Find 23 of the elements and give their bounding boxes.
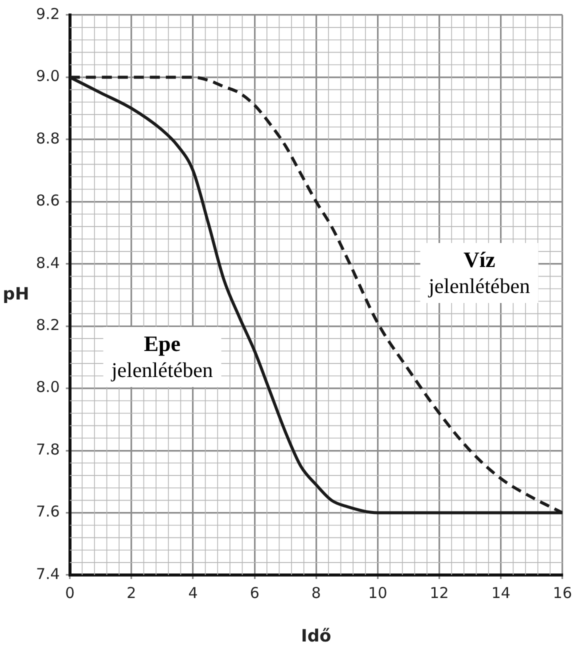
y-tick-label: 8.4 [36, 254, 60, 272]
y-tick-label: 9.2 [36, 4, 60, 23]
y-tick-label: 8.6 [36, 192, 60, 210]
x-tick-label: 16 [552, 584, 572, 602]
x-tick-label: 6 [250, 584, 260, 602]
y-axis-title: pH [2, 284, 30, 304]
x-tick-label: 8 [311, 584, 321, 602]
x-tick-label: 14 [491, 584, 510, 602]
y-tick-label: 9.0 [36, 67, 60, 86]
x-tick-label: 4 [188, 584, 198, 602]
y-tick-label: 7.8 [36, 440, 60, 458]
y-tick-label: 7.4 [36, 564, 60, 583]
annotation: Víz jelenlétében [428, 247, 530, 298]
x-tick-label: 2 [126, 584, 136, 602]
x-tick-label: 10 [368, 584, 388, 602]
y-tick-label: 8.8 [36, 129, 60, 148]
x-tick-label: 0 [65, 584, 75, 602]
annotation: Epe jelenlétében [111, 331, 213, 382]
x-tick-label: 12 [430, 584, 449, 602]
y-tick-label: 8.2 [36, 316, 60, 334]
y-tick-label: 7.6 [36, 502, 60, 521]
y-tick-label: 8.0 [36, 378, 60, 396]
x-axis-title: Idő [301, 626, 332, 646]
